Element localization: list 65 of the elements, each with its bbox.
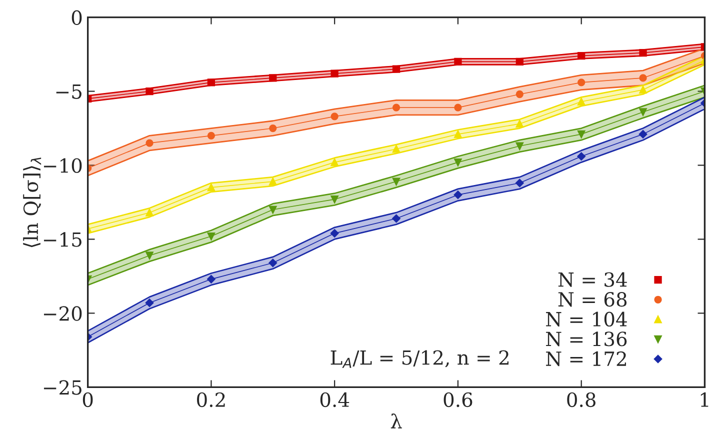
point bbox=[330, 229, 339, 238]
point bbox=[516, 58, 524, 66]
x-tick-label: 0.6 bbox=[444, 392, 472, 408]
legend-label: N = 68 bbox=[558, 292, 627, 307]
legend-label: N = 34 bbox=[558, 272, 627, 287]
y-tick-label: −20 bbox=[44, 306, 82, 321]
annotation: L$_{A}$/L = 5/12, n = 2 bbox=[330, 350, 508, 368]
point bbox=[330, 70, 338, 78]
point bbox=[577, 152, 586, 161]
point bbox=[578, 52, 586, 60]
point bbox=[392, 104, 400, 112]
y-tick-label: −10 bbox=[44, 158, 82, 173]
point bbox=[454, 130, 462, 138]
point bbox=[330, 112, 338, 120]
point bbox=[392, 65, 400, 73]
x-axis-title: λ bbox=[390, 414, 402, 428]
point bbox=[269, 206, 277, 214]
point bbox=[454, 158, 462, 166]
point bbox=[516, 90, 524, 98]
point bbox=[392, 214, 400, 223]
x-tick-label: 1 bbox=[700, 392, 708, 407]
y-axis-title: ⟨ln Q[σ]⟩$_{λ}$ bbox=[23, 158, 42, 248]
point bbox=[146, 252, 154, 260]
point bbox=[578, 78, 586, 86]
point bbox=[330, 158, 338, 166]
point bbox=[578, 130, 586, 138]
point bbox=[207, 232, 216, 240]
point bbox=[639, 49, 647, 57]
point bbox=[269, 74, 277, 82]
point bbox=[207, 132, 216, 140]
point bbox=[146, 208, 154, 216]
legend-label: N = 172 bbox=[546, 351, 626, 366]
point bbox=[330, 195, 338, 204]
point bbox=[145, 298, 154, 307]
point bbox=[268, 258, 278, 268]
point bbox=[639, 108, 647, 116]
point bbox=[578, 98, 586, 106]
point bbox=[392, 145, 400, 153]
point bbox=[638, 130, 648, 138]
x-tick-label: 0 bbox=[82, 392, 93, 408]
point bbox=[392, 178, 400, 186]
point bbox=[639, 74, 647, 82]
point bbox=[516, 120, 524, 128]
legend-label: N = 136 bbox=[546, 332, 627, 346]
point bbox=[207, 184, 216, 192]
point bbox=[146, 139, 154, 147]
point bbox=[639, 86, 647, 94]
y-tick-label: 0 bbox=[72, 10, 82, 25]
y-tick-label: −25 bbox=[44, 380, 82, 395]
point bbox=[146, 87, 154, 96]
point bbox=[454, 104, 462, 112]
y-tick-label: −15 bbox=[44, 232, 82, 247]
point bbox=[454, 190, 462, 199]
x-tick-label: 0.8 bbox=[567, 392, 596, 408]
point bbox=[269, 124, 277, 132]
x-tick-label: 0.4 bbox=[320, 392, 350, 408]
point bbox=[516, 178, 524, 188]
point bbox=[207, 78, 216, 86]
x-tick-label: 0.2 bbox=[197, 392, 225, 408]
y-tick-label: −5 bbox=[56, 84, 82, 99]
legend-label: N = 104 bbox=[546, 312, 627, 327]
point bbox=[516, 142, 524, 150]
point bbox=[207, 275, 216, 284]
point bbox=[454, 58, 462, 66]
point bbox=[269, 178, 277, 186]
